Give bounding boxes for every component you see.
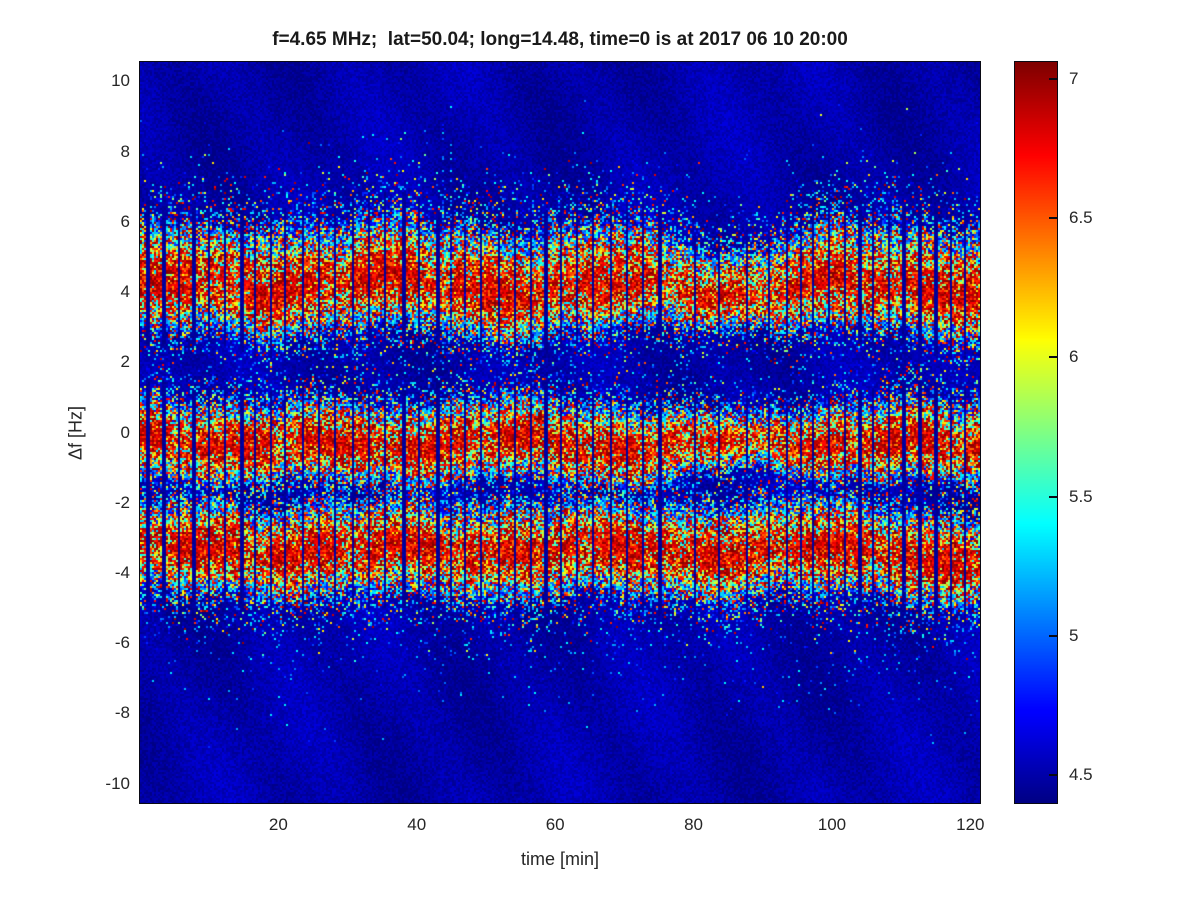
y-tick-label: -2	[114, 492, 130, 512]
x-tick-label: 40	[407, 815, 427, 834]
plot-title: f=4.65 MHz; lat=50.04; long=14.48, time=…	[272, 29, 848, 50]
y-tick-label: 10	[111, 71, 130, 91]
y-tick-label: 4	[120, 282, 130, 302]
x-tick-label: 60	[545, 815, 565, 834]
x-tick-label: 120	[956, 815, 985, 834]
colorbar-tick-label: 6.5	[1069, 208, 1093, 227]
x-tick-label: 20	[268, 815, 288, 834]
colorbar-tick-label: 5.5	[1069, 486, 1093, 506]
y-tick-label: 6	[120, 211, 130, 231]
heatmap-canvas	[140, 62, 980, 803]
y-tick-label: 2	[120, 352, 130, 372]
colorbar-canvas	[1015, 62, 1057, 803]
y-tick-label: -6	[114, 633, 130, 653]
colorbar-tick-label: 5	[1069, 625, 1079, 645]
colorbar-tick-mark	[1049, 774, 1057, 777]
x-axis-label: time [min]	[520, 849, 599, 869]
colorbar-tick-mark	[1049, 217, 1057, 219]
colorbar-tick-label: 6	[1069, 347, 1079, 367]
plot-area	[139, 61, 981, 804]
colorbar-tick-label: 7	[1069, 68, 1079, 88]
y-tick-label: 0	[120, 422, 130, 442]
colorbar-tick-mark	[1049, 495, 1057, 498]
colorbar-tick-mark	[1049, 356, 1057, 359]
x-tick-label: 100	[817, 815, 847, 834]
x-tick-label: 80	[684, 815, 703, 834]
y-tick-label: -4	[114, 562, 130, 582]
y-tick-label: -8	[114, 703, 130, 723]
colorbar	[1014, 61, 1058, 804]
colorbar-tick-label: 4.5	[1069, 765, 1093, 785]
y-tick-label: 8	[120, 141, 130, 161]
colorbar-tick-mark	[1049, 634, 1057, 637]
colorbar-tick-mark	[1049, 77, 1057, 80]
y-tick-label: -10	[105, 773, 130, 793]
